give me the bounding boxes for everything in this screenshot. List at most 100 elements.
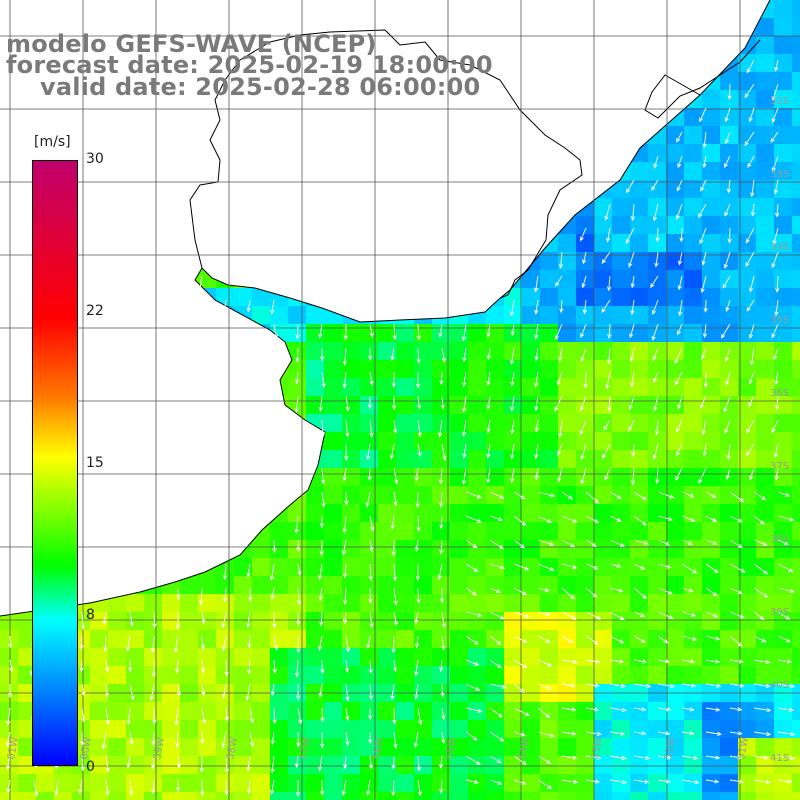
wind-arrow xyxy=(197,275,203,293)
wind-arrow xyxy=(561,707,577,712)
wind-cell xyxy=(522,450,541,469)
wind-arrow xyxy=(729,491,745,503)
wind-cell xyxy=(540,576,559,595)
wind-cell xyxy=(324,630,343,649)
wind-cell xyxy=(792,396,800,415)
wind-cell xyxy=(468,756,487,775)
wind-cell xyxy=(792,18,800,37)
wind-cell xyxy=(576,540,595,559)
wind-cell xyxy=(252,702,271,721)
wind-cell xyxy=(504,738,523,757)
wind-cell xyxy=(468,468,487,487)
wind-cell xyxy=(270,522,289,541)
wind-cell xyxy=(270,576,289,595)
wind-cell xyxy=(540,594,559,613)
wind-cell xyxy=(792,738,800,757)
wind-cell xyxy=(702,540,721,559)
wind-cell xyxy=(162,738,181,757)
wind-cell xyxy=(756,90,775,109)
wind-cell xyxy=(702,666,721,685)
wind-cell xyxy=(684,702,703,721)
wind-arrow xyxy=(342,371,347,389)
wind-cell xyxy=(270,558,289,577)
wind-cell xyxy=(774,648,793,667)
wind-cell xyxy=(378,486,397,505)
wind-arrow xyxy=(604,203,611,221)
wind-cell xyxy=(738,198,757,217)
wind-cell xyxy=(612,720,631,739)
wind-cell xyxy=(792,36,800,55)
wind-arrow xyxy=(393,611,399,627)
wind-cell xyxy=(594,648,613,667)
wind-cell xyxy=(216,576,235,595)
wind-cell xyxy=(432,378,451,397)
wind-arrow xyxy=(391,755,396,770)
wind-cell xyxy=(396,432,415,451)
wind-arrow xyxy=(777,683,796,689)
wind-cell xyxy=(774,0,793,19)
wind-cell xyxy=(18,630,37,649)
wind-arrow xyxy=(368,563,373,582)
wind-arrow xyxy=(438,467,444,485)
lat-label: 32S xyxy=(770,96,789,107)
wind-cell xyxy=(612,270,631,289)
wind-arrow xyxy=(753,491,767,501)
wind-cell xyxy=(702,252,721,271)
wind-arrow xyxy=(465,515,483,523)
wind-cell xyxy=(180,594,199,613)
wind-cell xyxy=(432,720,451,739)
wind-arrow xyxy=(681,779,700,785)
wind-arrow xyxy=(774,467,779,481)
wind-cell xyxy=(180,630,199,649)
wind-arrow xyxy=(699,227,707,245)
wind-arrow xyxy=(729,707,743,712)
wind-arrow xyxy=(561,539,576,548)
wind-arrow xyxy=(561,563,578,570)
wind-cell xyxy=(792,162,800,181)
wind-arrow xyxy=(319,779,325,796)
wind-cell xyxy=(324,594,343,613)
wind-arrow xyxy=(462,371,467,388)
wind-arrow xyxy=(438,755,444,769)
lat-label: 35S xyxy=(770,315,789,326)
wind-cell xyxy=(342,360,361,379)
wind-arrow xyxy=(700,275,707,294)
lon-label: 52W xyxy=(663,736,678,760)
wind-cell xyxy=(360,396,379,415)
wind-arrow xyxy=(724,131,731,144)
wind-arrow xyxy=(555,275,563,287)
wind-cell xyxy=(306,612,325,631)
wind-cell xyxy=(756,36,775,55)
wind-cell xyxy=(792,450,800,469)
wind-cell xyxy=(522,288,541,307)
wind-cell xyxy=(540,414,559,433)
wind-arrow xyxy=(513,779,527,785)
wind-arrow xyxy=(33,779,39,798)
wind-cell xyxy=(774,144,793,163)
wind-cell xyxy=(378,378,397,397)
wind-cell xyxy=(378,504,397,523)
wind-cell xyxy=(738,108,757,127)
wind-cell xyxy=(18,648,37,667)
wind-arrow xyxy=(729,635,743,647)
wind-cell xyxy=(450,504,469,523)
wind-cell xyxy=(612,198,631,217)
wind-cell xyxy=(288,306,307,325)
wind-arrow xyxy=(369,611,374,629)
wind-cell xyxy=(486,576,505,595)
wind-cell xyxy=(396,414,415,433)
wind-cell xyxy=(630,720,649,739)
wind-arrow xyxy=(774,59,779,72)
wind-cell xyxy=(720,540,739,559)
wind-arrow xyxy=(417,443,422,457)
wind-cell xyxy=(702,522,721,541)
wind-arrow xyxy=(486,395,491,410)
wind-cell xyxy=(432,630,451,649)
wind-cell xyxy=(630,612,649,631)
wind-arrow xyxy=(176,779,181,793)
wind-cell xyxy=(252,774,271,793)
wind-cell xyxy=(558,450,577,469)
wind-cell xyxy=(576,594,595,613)
wind-cell xyxy=(522,720,541,739)
wind-cell xyxy=(468,342,487,361)
